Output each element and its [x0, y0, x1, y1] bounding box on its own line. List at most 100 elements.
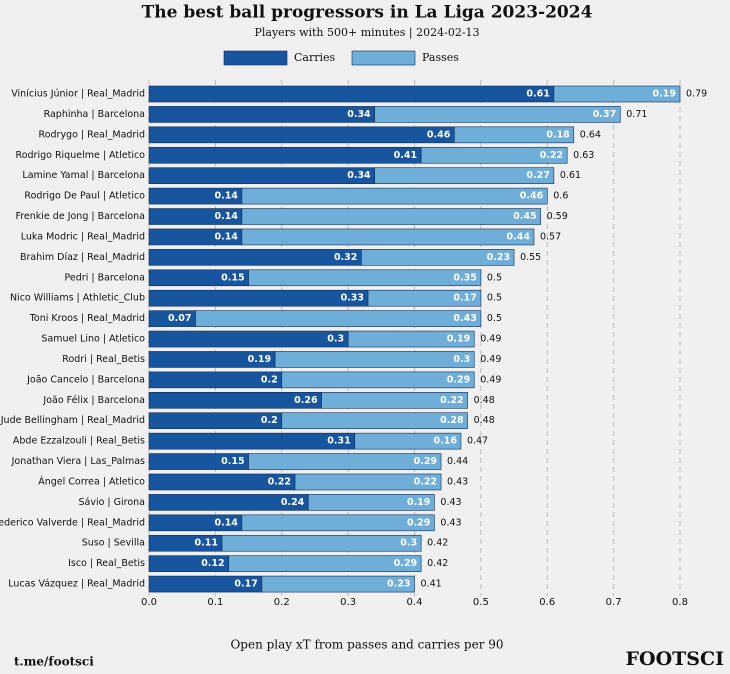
value-label: 0.3 — [400, 538, 417, 549]
y-tick-label: Jude Bellingham | Real_Madrid — [0, 415, 145, 426]
legend-label: Carries — [294, 51, 336, 64]
total-label: 0.42 — [427, 558, 448, 569]
y-tick-label: Luka Modric | Real_Madrid — [21, 231, 145, 242]
total-label: 0.49 — [480, 374, 501, 385]
total-label: 0.63 — [573, 150, 594, 161]
value-label: 0.29 — [447, 374, 470, 385]
value-label: 0.28 — [440, 415, 464, 426]
value-label: 0.22 — [268, 476, 291, 487]
x-tick-label: 0.7 — [606, 597, 622, 608]
total-label: 0.49 — [480, 354, 501, 365]
bar-segment — [148, 106, 375, 123]
value-label: 0.18 — [546, 129, 570, 140]
value-label: 0.2 — [261, 415, 278, 426]
total-label: 0.71 — [626, 109, 647, 120]
value-label: 0.22 — [440, 395, 463, 406]
value-label: 0.16 — [434, 436, 458, 447]
total-label: 0.49 — [480, 334, 501, 345]
total-label: 0.5 — [487, 313, 502, 324]
value-label: 0.15 — [221, 456, 244, 467]
bar-segment — [195, 310, 482, 327]
total-label: 0.5 — [487, 293, 502, 304]
x-tick-label: 0.0 — [141, 597, 157, 608]
brand: FOOTSCI — [626, 648, 725, 670]
bar-segment — [241, 187, 548, 205]
y-tick-label: Samuel Lino | Atletico — [41, 334, 145, 345]
value-label: 0.22 — [414, 476, 437, 487]
bar-segment — [228, 555, 422, 572]
bar-segment — [307, 494, 435, 511]
bar-segment — [248, 269, 482, 287]
bar-segment — [148, 249, 362, 266]
y-tick-label: Lamine Yamal | Barcelona — [22, 170, 145, 181]
value-label: 0.17 — [453, 293, 476, 304]
value-label: 0.33 — [341, 293, 364, 304]
x-tick-label: 0.3 — [340, 597, 356, 608]
value-label: 0.23 — [487, 252, 510, 263]
bar-segment — [374, 106, 621, 123]
bar-segment — [420, 146, 568, 164]
value-label: 0.11 — [195, 538, 218, 549]
total-label: 0.43 — [440, 497, 461, 508]
bar-segment — [148, 289, 369, 307]
y-tick-label: Nico Williams | Athletic_Club — [10, 293, 145, 304]
bar-segment — [321, 391, 468, 409]
total-label: 0.55 — [520, 252, 541, 263]
value-label: 0.61 — [526, 89, 549, 100]
value-label: 0.34 — [347, 170, 371, 181]
x-tick-label: 0.6 — [539, 597, 555, 608]
y-tick-label: Rodrygo | Real_Madrid — [39, 129, 145, 140]
y-tick-label: Raphinha | Barcelona — [44, 109, 145, 120]
y-tick-label: Jonathan Viera | Las_Palmas — [11, 456, 145, 467]
total-label: 0.6 — [553, 191, 568, 202]
value-label: 0.29 — [407, 517, 430, 528]
total-label: 0.79 — [686, 89, 707, 100]
value-label: 0.22 — [540, 150, 563, 161]
value-label: 0.44 — [507, 231, 531, 242]
value-label: 0.46 — [520, 191, 544, 202]
bar-segment — [281, 412, 468, 430]
total-label: 0.41 — [421, 579, 442, 590]
y-tick-label: Rodrigo De Paul | Atletico — [24, 191, 145, 202]
total-label: 0.5 — [487, 272, 502, 283]
bar-segment — [148, 146, 422, 164]
chart-title: The best ball progressors in La Liga 202… — [142, 3, 593, 23]
value-label: 0.3 — [453, 354, 470, 365]
y-tick-label: Rodri | Real_Betis — [62, 354, 145, 365]
bar-segment — [148, 330, 349, 348]
bar-segment — [241, 208, 541, 225]
bar-segment — [454, 126, 575, 144]
value-label: 0.34 — [347, 109, 371, 120]
value-label: 0.27 — [526, 170, 549, 181]
y-tick-label: Frenkie de Jong | Barcelona — [15, 211, 145, 222]
value-label: 0.19 — [447, 334, 470, 345]
bar-segment — [148, 126, 455, 144]
y-tick-label: Suso | Sevilla — [82, 538, 145, 549]
bar-segment — [281, 371, 475, 389]
x-tick-label: 0.5 — [473, 597, 489, 608]
bar-segment — [347, 330, 475, 348]
x-axis-label: Open play xT from passes and carries per… — [230, 638, 503, 652]
value-label: 0.45 — [513, 211, 536, 222]
bar-segment — [148, 167, 375, 184]
total-label: 0.42 — [427, 538, 448, 549]
total-label: 0.57 — [540, 231, 561, 242]
x-tick-label: 0.2 — [274, 597, 290, 608]
value-label: 0.32 — [334, 252, 357, 263]
y-tick-label: Lucas Vázquez | Real_Madrid — [8, 579, 145, 590]
total-label: 0.59 — [547, 211, 568, 222]
y-tick-label: Pedri | Barcelona — [65, 272, 145, 283]
value-label: 0.12 — [201, 558, 224, 569]
value-label: 0.19 — [407, 497, 430, 508]
total-label: 0.48 — [474, 415, 495, 426]
legend-label: Passes — [422, 51, 459, 64]
total-label: 0.43 — [440, 517, 461, 528]
bar-segment — [221, 534, 422, 552]
y-tick-label: Brahim Díaz | Real_Madrid — [20, 252, 145, 263]
value-label: 0.46 — [427, 129, 451, 140]
bar-segment — [374, 167, 555, 184]
y-tick-label: Isco | Real_Betis — [68, 558, 145, 569]
value-label: 0.29 — [414, 456, 437, 467]
chart-subtitle: Players with 500+ minutes | 2024-02-13 — [254, 26, 479, 40]
